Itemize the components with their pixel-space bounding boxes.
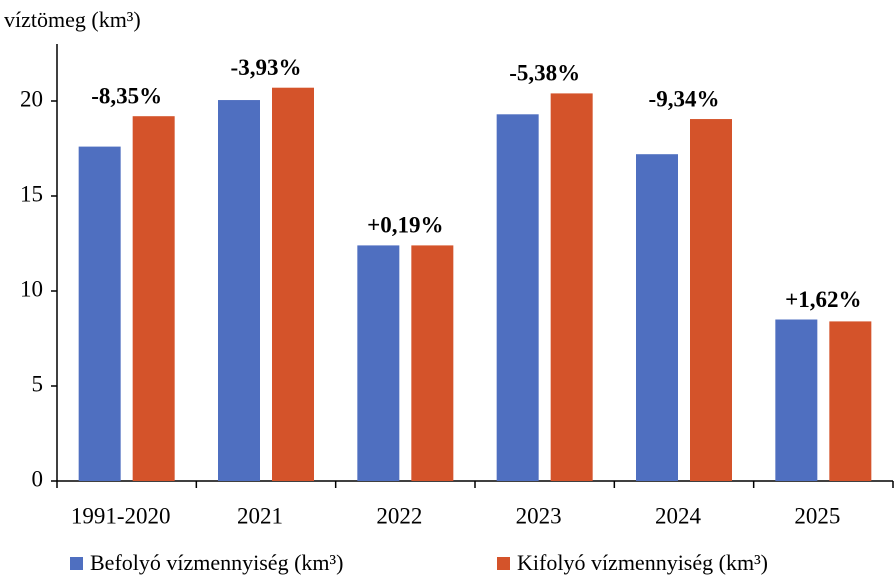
annotation: -9,34% [649, 86, 720, 111]
annotation: +1,62% [785, 287, 861, 312]
bar [775, 319, 818, 481]
bar [411, 245, 454, 481]
y-axis-label: víztömeg (km³) [4, 7, 141, 32]
annotation: +0,19% [367, 213, 443, 238]
annotation: -3,93% [231, 55, 302, 80]
bar [272, 87, 314, 481]
bar [636, 154, 678, 481]
y-tick-label: 15 [20, 181, 43, 206]
bar [218, 100, 260, 482]
x-tick-label: 2021 [237, 503, 283, 528]
y-tick-label: 10 [20, 276, 43, 301]
legend-label: Befolyó vízmennyiség (km³) [90, 550, 343, 575]
annotation: -5,38% [509, 61, 580, 86]
bar [496, 114, 539, 482]
x-tick-label: 2025 [794, 503, 840, 528]
legend-label: Kifolyó vízmennyiség (km³) [517, 550, 768, 575]
x-tick-label: 1991-2020 [71, 503, 171, 528]
x-tick-label: 2022 [376, 503, 422, 528]
legend-swatch [70, 557, 83, 570]
bar [690, 119, 732, 482]
bar [132, 116, 175, 481]
y-tick-label: 20 [20, 86, 43, 111]
bar [78, 146, 121, 481]
annotation: -8,35% [91, 83, 162, 108]
x-tick-label: 2023 [516, 503, 562, 528]
legend-swatch [497, 557, 510, 570]
bar [357, 245, 400, 481]
bar [829, 321, 872, 481]
bar [550, 93, 593, 482]
x-tick-label: 2024 [655, 503, 702, 528]
y-tick-label: 5 [32, 371, 44, 396]
y-tick-label: 0 [32, 466, 44, 491]
